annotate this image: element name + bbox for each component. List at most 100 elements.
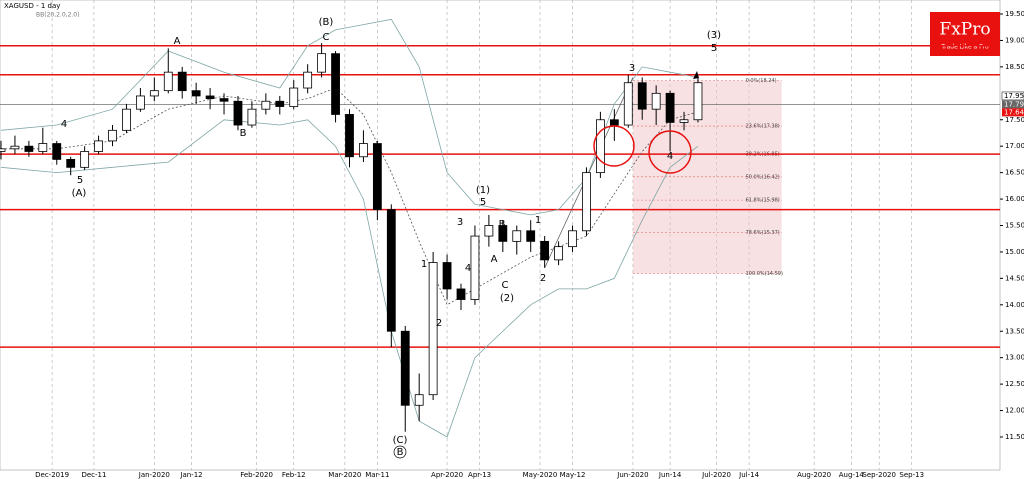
wave-label: 1 — [421, 259, 427, 270]
x-tick-label: May-12 — [560, 471, 586, 479]
x-tick-label: Jan-2020 — [138, 471, 170, 479]
y-tick-label: 19.00 — [1005, 36, 1024, 44]
candle-body — [400, 330, 410, 406]
wave-circle — [393, 445, 407, 459]
y-tick-label: 12.00 — [1005, 407, 1024, 415]
candle-body — [596, 119, 605, 174]
candle-body — [512, 230, 522, 242]
wave-label: B — [397, 447, 404, 458]
x-tick-label: Feb-2020 — [240, 471, 273, 479]
y-tick-label: 16.00 — [1005, 195, 1024, 203]
candle-body — [261, 100, 271, 110]
candle-body — [428, 262, 438, 396]
candle-body — [470, 235, 480, 300]
x-tick-label: Dec-2019 — [35, 471, 69, 479]
candle-body — [135, 95, 145, 110]
price-tag — [1002, 108, 1024, 117]
candle-body — [554, 246, 563, 261]
candle-body — [484, 225, 494, 237]
fib-label: 50.0%(16.42) — [746, 174, 780, 180]
y-tick-label: 16.50 — [1005, 169, 1024, 177]
candle-body — [568, 230, 577, 248]
candle-body — [94, 140, 103, 152]
wave-label: (2) — [500, 293, 514, 304]
wave-label: A — [491, 254, 498, 265]
y-tick-label: 13.00 — [1005, 354, 1024, 362]
price-tag-label: 17.64 — [1004, 108, 1024, 116]
candle-body — [345, 114, 354, 158]
x-tick-label: Aug-2020 — [797, 471, 831, 479]
wave-label: 2 — [436, 318, 442, 329]
y-tick-label: 12.50 — [1005, 380, 1024, 388]
candle-body — [163, 71, 173, 92]
wave-label: 2 — [540, 273, 546, 284]
y-tick-label: 17.00 — [1005, 142, 1024, 150]
candle-body — [303, 71, 313, 89]
wave-label: 5 — [711, 43, 717, 54]
highlight-circle — [648, 130, 692, 174]
wave-label: 4 — [667, 151, 673, 162]
chart-title: XAGUSD - 1 day — [4, 2, 60, 10]
candle-body — [275, 100, 285, 107]
x-tick-label: Jul-14 — [738, 471, 759, 479]
wave-label: B — [499, 219, 506, 230]
y-tick-label: 14.00 — [1005, 301, 1024, 309]
candle-body — [540, 240, 550, 261]
bollinger-upper — [0, 18, 699, 216]
x-tick-label: Jun-14 — [658, 471, 682, 479]
wave-label: (A) — [72, 188, 87, 199]
x-tick-label: Aug-14 — [839, 471, 865, 479]
x-tick-label: Feb-12 — [282, 471, 306, 479]
wave-label: (B) — [319, 17, 334, 28]
price-tag — [1002, 100, 1024, 109]
candle-body — [582, 172, 591, 232]
y-tick-label: 18.50 — [1005, 63, 1024, 71]
candle-body — [317, 53, 327, 73]
fib-label: 0.0%(18.24) — [746, 78, 777, 84]
y-tick-label: 14.50 — [1005, 274, 1024, 282]
candle-body — [498, 225, 508, 242]
wave-label: 3 — [629, 63, 635, 74]
x-tick-label: Jul-2020 — [701, 471, 731, 479]
price-tag-label: 17.79 — [1004, 100, 1024, 108]
wave-label: B — [240, 128, 247, 139]
x-tick-label: Mar-2020 — [328, 471, 361, 479]
candle-body — [414, 394, 424, 406]
highlight-circle — [593, 125, 635, 167]
candle-body — [205, 95, 215, 100]
logo-brand: FxPro — [939, 20, 990, 40]
logo-tagline: Trade Like a Pro — [940, 44, 989, 51]
candle-body — [637, 82, 647, 110]
y-tick-label: 11.50 — [1005, 433, 1024, 441]
candle-body — [386, 209, 396, 332]
candle-body — [191, 90, 201, 97]
candle-body — [359, 143, 368, 158]
y-tick-label: 19.50 — [1005, 10, 1024, 18]
wave-label: (C) — [393, 435, 408, 446]
candle-body — [122, 108, 131, 131]
candle-body — [149, 90, 159, 97]
candle-body — [442, 262, 452, 290]
y-tick-label: 17.50 — [1005, 116, 1024, 124]
x-tick-label: Jan-12 — [179, 471, 202, 479]
wave-label: 1 — [535, 215, 541, 226]
x-tick-label: Mar-11 — [365, 471, 389, 479]
candle-body — [247, 108, 257, 126]
y-tick-label: 15.00 — [1005, 248, 1024, 256]
candle-body — [219, 98, 229, 102]
y-tick-label: 15.50 — [1005, 222, 1024, 230]
candle-body — [108, 129, 117, 142]
candle-body — [24, 145, 34, 152]
candle-body — [38, 143, 48, 152]
candle-body — [289, 87, 299, 107]
y-tick-label: 13.50 — [1005, 327, 1024, 335]
price-tag-label: 17.95 — [1004, 92, 1024, 100]
candle-body — [651, 92, 661, 110]
candle-body — [52, 143, 62, 160]
wave-label: A — [174, 36, 181, 47]
candle-body — [679, 119, 689, 123]
x-tick-label: Sep-13 — [899, 471, 924, 479]
wave-label: 4 — [465, 263, 471, 274]
